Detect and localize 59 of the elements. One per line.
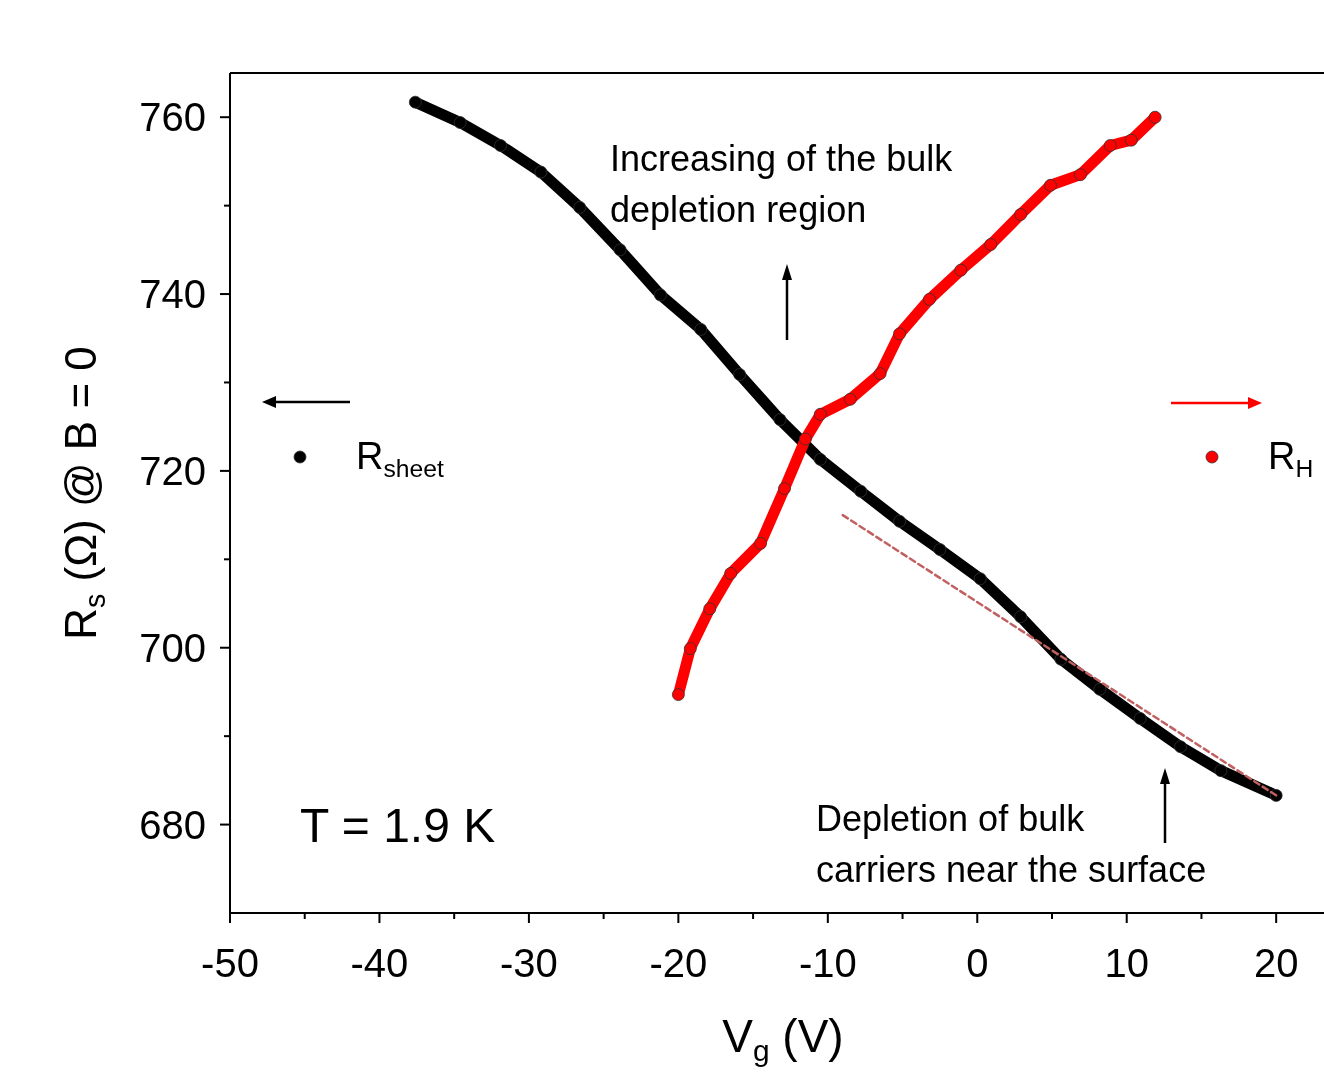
y-tick-label: 720 [139, 448, 206, 493]
point [923, 292, 936, 306]
x-tick-label: -40 [350, 941, 409, 985]
x-tick-label: 10 [1104, 941, 1149, 985]
point [408, 95, 422, 109]
point [733, 368, 747, 381]
point [843, 392, 857, 406]
point [1014, 208, 1028, 221]
y-tick-label: 700 [139, 625, 206, 670]
point [1174, 740, 1187, 754]
point [573, 201, 587, 214]
y-tick-label: 760 [139, 95, 206, 140]
point [893, 327, 906, 341]
point [1014, 610, 1028, 624]
point [654, 288, 667, 302]
point [683, 642, 697, 656]
point [453, 116, 467, 129]
point [694, 323, 708, 336]
point [893, 514, 906, 528]
point [873, 367, 887, 381]
x-axis-title: V$_{g}$ (V) [722, 1010, 844, 1067]
legend-label: R$_{sheet}$ [356, 435, 444, 482]
x-tick-label: -50 [201, 941, 259, 985]
x-tick-label: 20 [1253, 941, 1299, 985]
point [724, 567, 738, 580]
point [494, 139, 507, 152]
annotation: Depletion of bulk carriers near the surface [816, 798, 1207, 890]
legend-label: R$_{H}$ [1268, 435, 1314, 482]
point [854, 484, 868, 498]
x-tick-label: -20 [649, 941, 708, 985]
point [1073, 168, 1087, 182]
x-tick-label: 0 [966, 941, 989, 985]
point [1133, 712, 1147, 725]
point [1103, 139, 1117, 152]
point [1124, 133, 1138, 147]
point [933, 543, 947, 556]
point [1093, 682, 1107, 696]
x-tick-label: -30 [500, 941, 558, 985]
point [671, 688, 685, 701]
point [1044, 178, 1057, 192]
point [1148, 110, 1162, 124]
x-tick-label: -10 [798, 941, 857, 985]
point [973, 572, 987, 586]
point [984, 238, 998, 251]
y-tick-label: 680 [139, 802, 206, 847]
annotation: T = 1.9 K [300, 799, 496, 852]
point [773, 413, 787, 427]
point [1214, 764, 1228, 778]
annotation: Increasing of the bulk depletion region [610, 138, 954, 230]
point [778, 482, 791, 495]
point [813, 407, 827, 421]
point [613, 243, 627, 257]
point [754, 537, 767, 550]
y-tick-label: 740 [139, 272, 206, 317]
point [534, 165, 548, 179]
point [954, 263, 968, 277]
point [813, 453, 827, 466]
point [799, 432, 812, 446]
point [703, 602, 717, 616]
